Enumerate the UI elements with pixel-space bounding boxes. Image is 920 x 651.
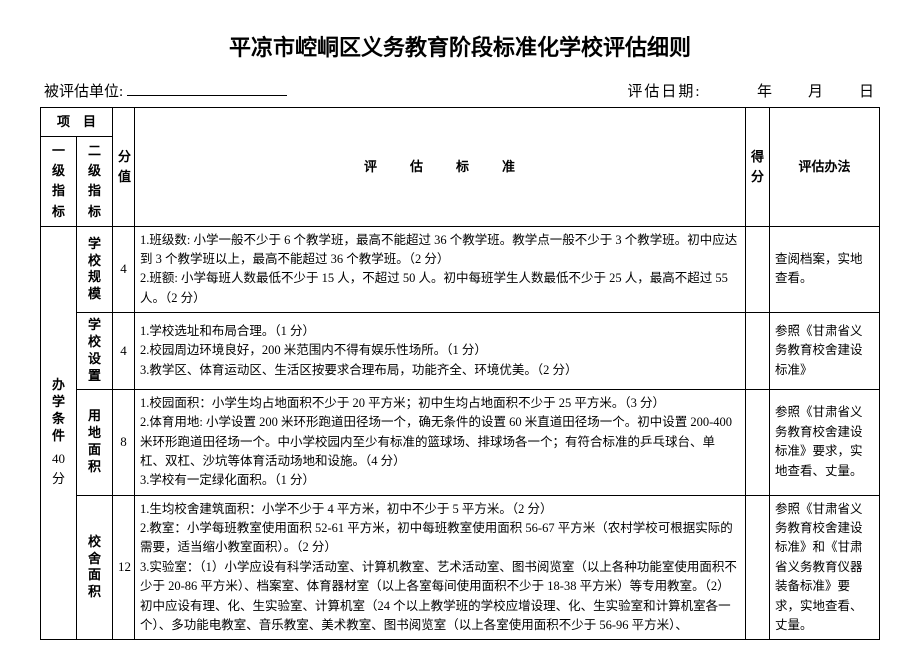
table-row: 校舍面积 12 1.生均校舍建筑面积：小学不少于 4 平方米，初中不少于 5 平… bbox=[41, 495, 880, 640]
hdr-method: 评估办法 bbox=[770, 108, 880, 227]
hdr-l2: 二级指标 bbox=[77, 137, 113, 227]
page-title: 平凉市崆峒区义务教育阶段标准化学校评估细则 bbox=[40, 30, 880, 62]
criteria-cell: 1.班级数: 小学一般不少于 6 个教学班，最高不能超过 36 个教学班。教学点… bbox=[135, 226, 746, 313]
unit-blank bbox=[127, 95, 287, 96]
l2-cell: 用地面积 bbox=[77, 389, 113, 495]
meta-unit: 被评估单位: bbox=[44, 80, 287, 101]
method-cell: 参照《甘肃省义务教育校舍建设标准》要求，实地查看、丈量。 bbox=[770, 389, 880, 495]
score-cell: 4 bbox=[113, 313, 135, 390]
got-cell bbox=[746, 226, 770, 313]
score-cell: 12 bbox=[113, 495, 135, 640]
method-cell: 参照《甘肃省义务教育校舍建设标准》和《甘肃省义务教育仪器装备标准》要求，实地查看… bbox=[770, 495, 880, 640]
meta-date: 评估日期: 年 月 日 bbox=[627, 80, 876, 101]
l1-name: 办学条件 bbox=[52, 377, 65, 445]
l2-cell: 学校规模 bbox=[77, 226, 113, 313]
hdr-criteria: 评 估 标 准 bbox=[135, 108, 746, 227]
method-cell: 参照《甘肃省义务教育校舍建设标准》 bbox=[770, 313, 880, 390]
hdr-got: 得分 bbox=[746, 108, 770, 227]
criteria-cell: 1.学校选址和布局合理。（1 分）2.校园周边环境良好，200 米范围内不得有娱… bbox=[135, 313, 746, 390]
hdr-score: 分值 bbox=[113, 108, 135, 227]
criteria-cell: 1.校园面积：小学生均占地面积不少于 20 平方米；初中生均占地面积不少于 25… bbox=[135, 389, 746, 495]
score-cell: 4 bbox=[113, 226, 135, 313]
got-cell bbox=[746, 389, 770, 495]
date-label: 评估日期: bbox=[627, 84, 701, 100]
table-row: 用地面积 8 1.校园面积：小学生均占地面积不少于 20 平方米；初中生均占地面… bbox=[41, 389, 880, 495]
score-cell: 8 bbox=[113, 389, 135, 495]
date-suffix: 年 月 日 bbox=[757, 84, 876, 100]
l1-cell: 办学条件 40 分 bbox=[41, 226, 77, 640]
meta-row: 被评估单位: 评估日期: 年 月 日 bbox=[40, 80, 880, 101]
l1-score: 40 分 bbox=[46, 449, 71, 489]
unit-label: 被评估单位: bbox=[44, 80, 123, 101]
hdr-l1: 一级指标 bbox=[41, 137, 77, 227]
got-cell bbox=[746, 313, 770, 390]
criteria-cell: 1.生均校舍建筑面积：小学不少于 4 平方米，初中不少于 5 平方米。（2 分）… bbox=[135, 495, 746, 640]
evaluation-table: 项 目 分值 评 估 标 准 得分 评估办法 一级指标 二级指标 办学条件 40… bbox=[40, 107, 880, 640]
l2-cell: 学校设置 bbox=[77, 313, 113, 390]
table-row: 学校设置 4 1.学校选址和布局合理。（1 分）2.校园周边环境良好，200 米… bbox=[41, 313, 880, 390]
hdr-project: 项 目 bbox=[41, 108, 113, 137]
method-cell: 查阅档案，实地查看。 bbox=[770, 226, 880, 313]
l2-cell: 校舍面积 bbox=[77, 495, 113, 640]
table-row: 办学条件 40 分 学校规模 4 1.班级数: 小学一般不少于 6 个教学班，最… bbox=[41, 226, 880, 313]
got-cell bbox=[746, 495, 770, 640]
